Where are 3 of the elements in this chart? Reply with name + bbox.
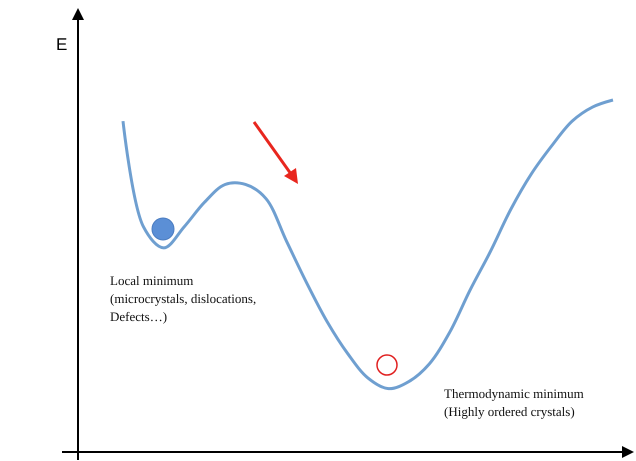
annotation: Local minimum (microcrystals, dislocations, Defects…)	[110, 273, 256, 324]
y-axis-title: E	[56, 35, 68, 54]
annotation: Thermodynamic minimum (Highly ordered crystals)	[444, 386, 584, 419]
